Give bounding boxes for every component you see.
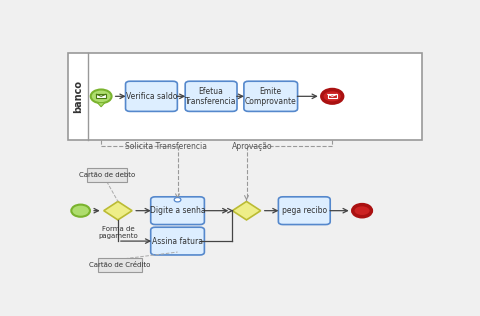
- Text: Aprovação: Aprovação: [231, 142, 272, 151]
- FancyBboxPatch shape: [96, 94, 106, 98]
- FancyBboxPatch shape: [327, 94, 336, 98]
- Text: banco: banco: [73, 80, 83, 113]
- Text: Cartão de Crédito: Cartão de Crédito: [89, 262, 150, 268]
- FancyBboxPatch shape: [185, 81, 237, 112]
- Text: Cartão de debto: Cartão de debto: [78, 173, 134, 179]
- FancyBboxPatch shape: [86, 168, 127, 182]
- Text: pega recibo: pega recibo: [281, 206, 326, 215]
- Text: Forma de
pagamento: Forma de pagamento: [98, 226, 137, 239]
- Circle shape: [174, 198, 180, 202]
- Circle shape: [321, 89, 342, 103]
- Text: Solicita Transferencia: Solicita Transferencia: [125, 142, 207, 151]
- FancyBboxPatch shape: [150, 197, 204, 225]
- Text: Emite
Comprovante: Emite Comprovante: [244, 87, 296, 106]
- FancyBboxPatch shape: [97, 258, 142, 272]
- Circle shape: [91, 89, 111, 103]
- Text: Digite a senha: Digite a senha: [149, 206, 205, 215]
- Text: Efetua
Transferencia: Efetua Transferencia: [185, 87, 236, 106]
- FancyBboxPatch shape: [125, 81, 177, 112]
- Text: Verifica saldo: Verifica saldo: [125, 92, 177, 101]
- FancyBboxPatch shape: [243, 81, 297, 112]
- Circle shape: [71, 204, 90, 217]
- Polygon shape: [232, 201, 260, 220]
- Text: Assina fatura: Assina fatura: [152, 237, 203, 246]
- FancyBboxPatch shape: [67, 52, 421, 140]
- FancyBboxPatch shape: [150, 227, 204, 255]
- Circle shape: [352, 204, 371, 217]
- Polygon shape: [104, 201, 132, 220]
- Polygon shape: [97, 103, 105, 107]
- FancyBboxPatch shape: [278, 197, 329, 225]
